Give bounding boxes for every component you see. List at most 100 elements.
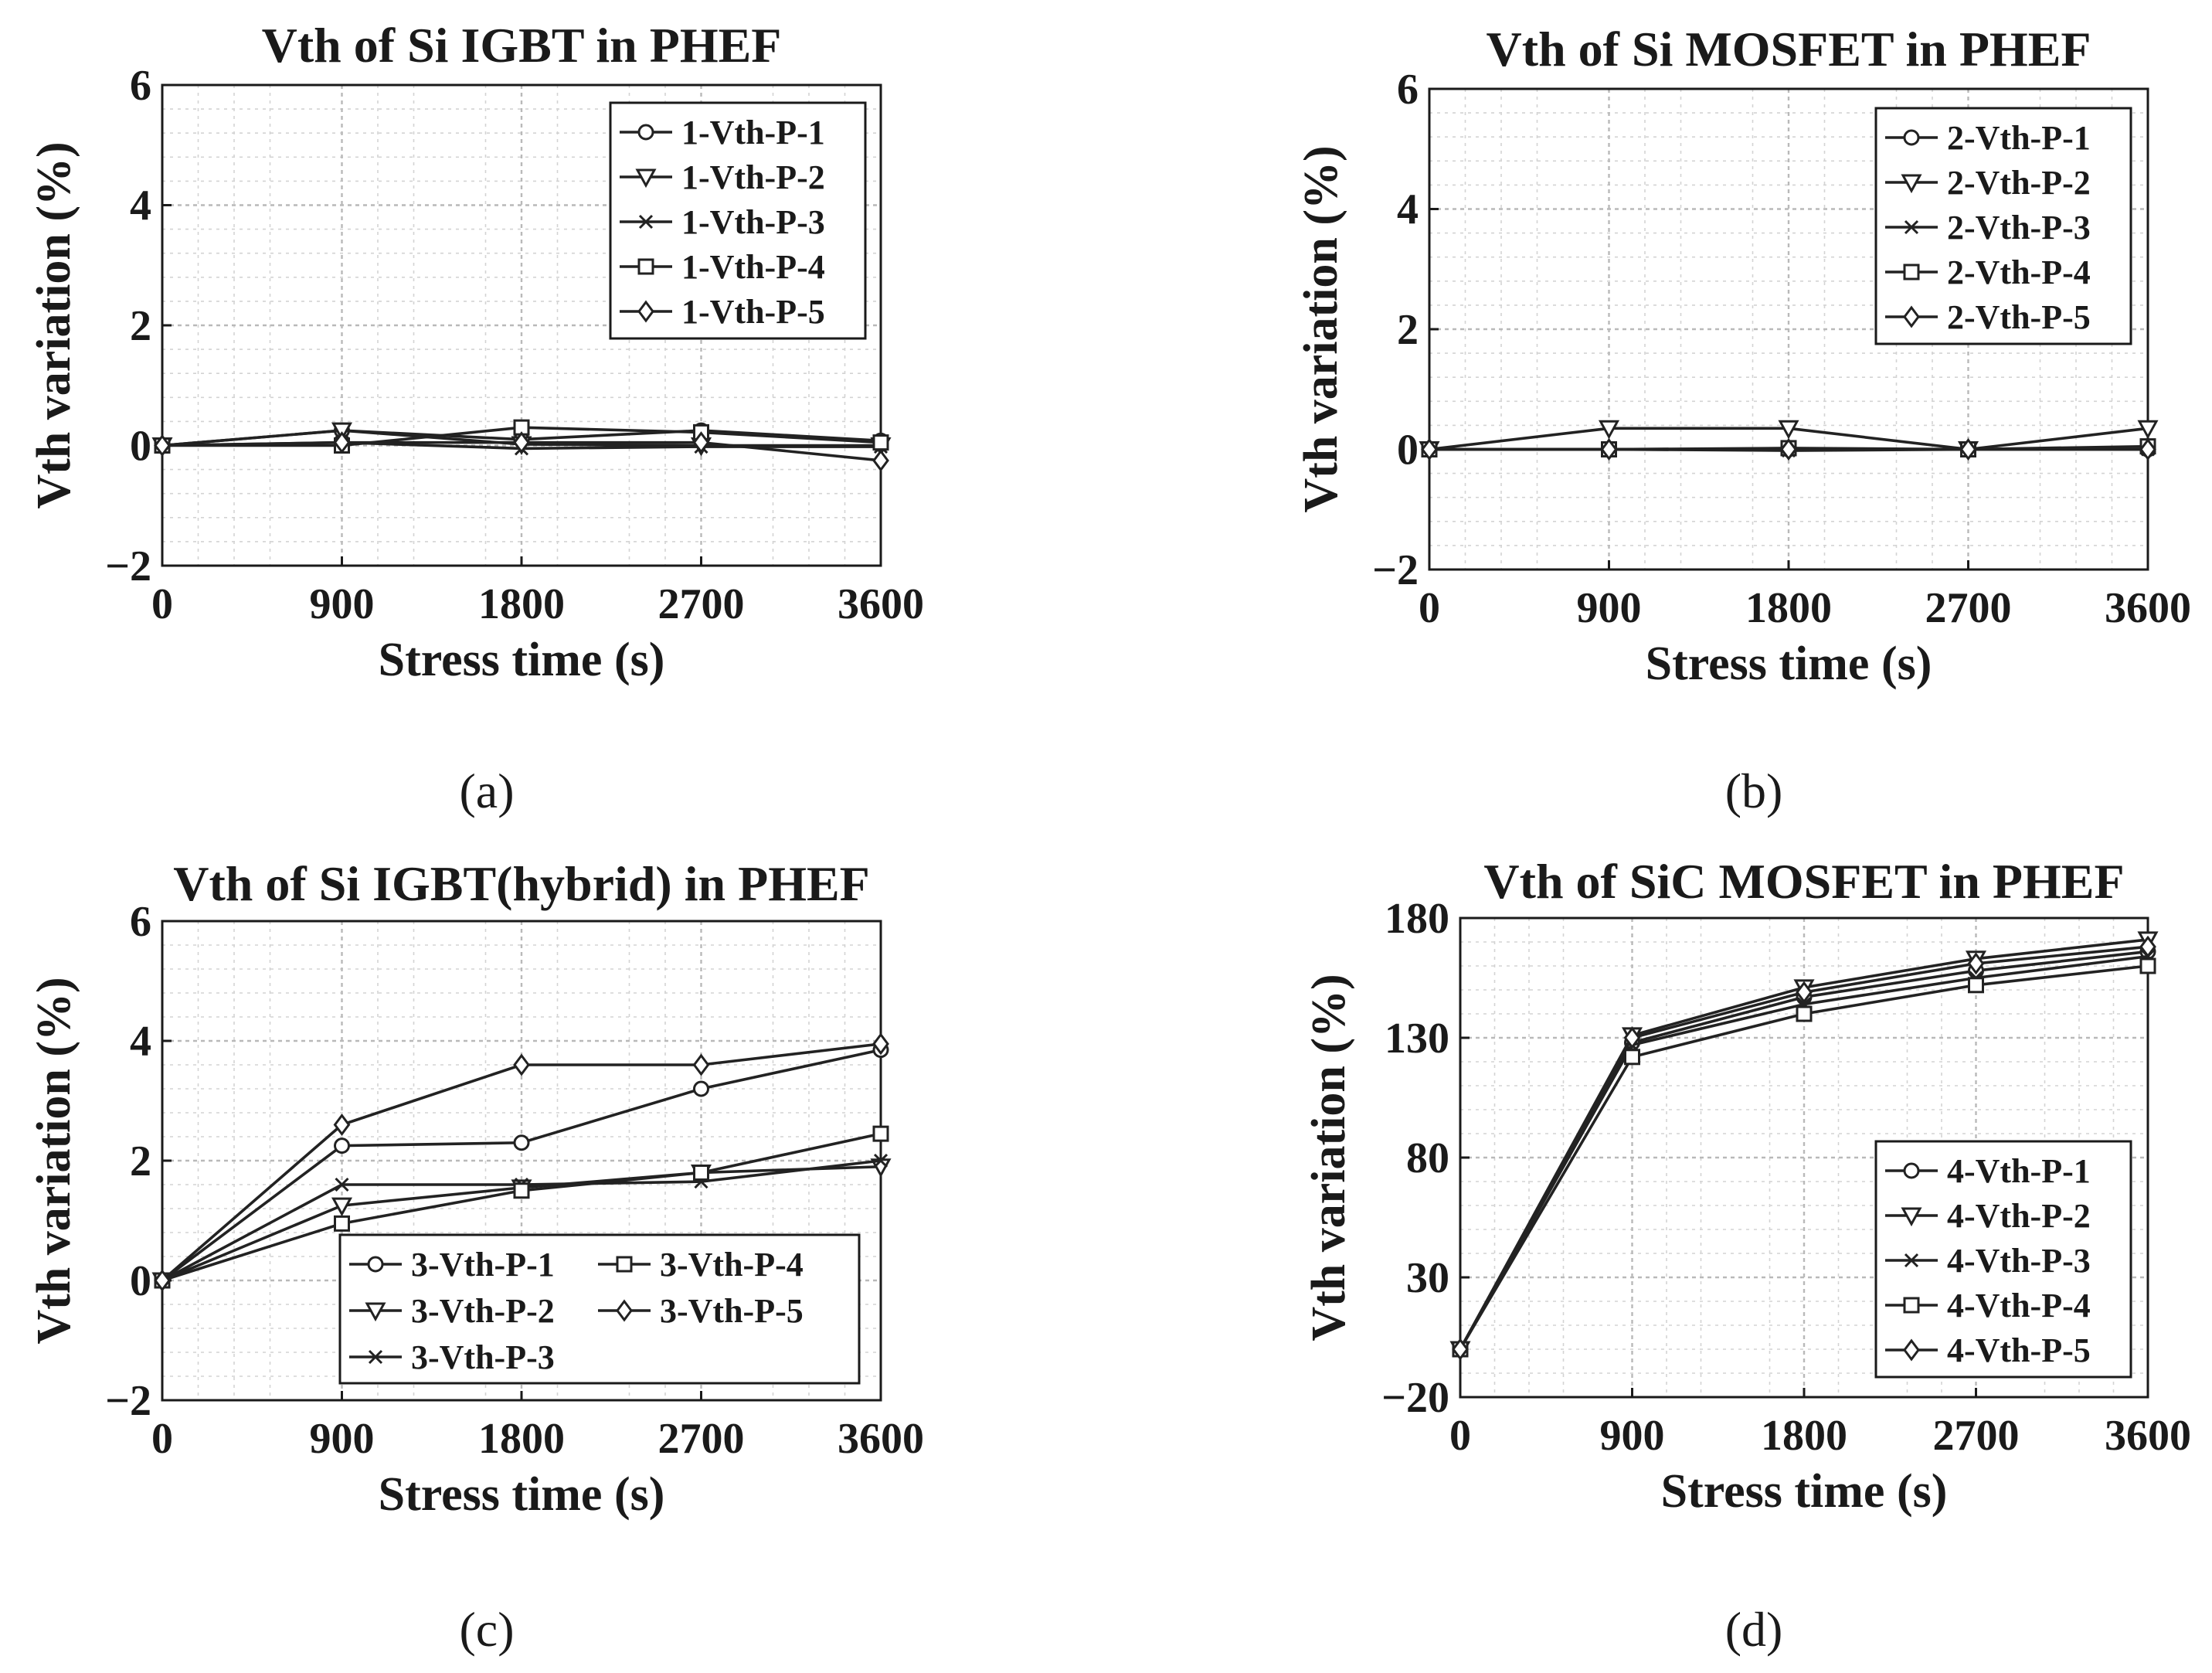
- y-axis-label: Vth variation (%): [28, 977, 80, 1344]
- legend-entry: 3-Vth-P-4: [598, 1246, 804, 1284]
- data-point: [1959, 438, 1977, 461]
- x-tick-label: 900: [310, 580, 375, 628]
- legend-entry: 2-Vth-P-5: [1885, 298, 2091, 336]
- data-point: [872, 1125, 889, 1142]
- x-tick-label: 3600: [838, 580, 924, 628]
- y-tick-label: 6: [1397, 66, 1419, 114]
- series-1-Vth-P-5: [154, 431, 889, 472]
- panel-caption: (c): [459, 1602, 514, 1657]
- legend-label: 4-Vth-P-2: [1947, 1197, 2091, 1235]
- x-tick-label: 900: [310, 1415, 375, 1463]
- legend-label: 1-Vth-P-5: [681, 293, 825, 331]
- data-point: [334, 1215, 350, 1232]
- x-tick-label: 0: [1449, 1412, 1471, 1460]
- data-point: [334, 1137, 350, 1154]
- series-3-Vth-P-5: [154, 1032, 889, 1292]
- x-axis-label: Stress time (s): [1661, 1465, 1948, 1518]
- data-point: [1968, 977, 1984, 994]
- chart-title: Vth of Si IGBT in PHEF: [262, 18, 782, 73]
- x-tick-label: 2700: [658, 580, 745, 628]
- legend-label: 1-Vth-P-3: [681, 203, 825, 241]
- legend-label: 3-Vth-P-3: [411, 1338, 555, 1376]
- legend-marker: [637, 300, 654, 323]
- legend-label: 2-Vth-P-2: [1947, 164, 2091, 202]
- legend-label: 3-Vth-P-4: [660, 1246, 804, 1284]
- x-tick-label: 1800: [478, 580, 565, 628]
- legend-marker: [1904, 1253, 1919, 1268]
- legend-entry: 2-Vth-P-2: [1885, 164, 2091, 202]
- data-point: [513, 431, 530, 454]
- legend-entry: 2-Vth-P-4: [1885, 253, 2091, 291]
- legend-entry: 3-Vth-P-1: [349, 1246, 555, 1284]
- x-axis-label: Stress time (s): [379, 634, 665, 686]
- data-point: [2139, 935, 2156, 958]
- legend-box: [338, 1233, 861, 1385]
- x-axis-label: Stress time (s): [1646, 638, 1932, 690]
- legend-marker: [367, 1256, 384, 1273]
- data-point: [872, 1032, 889, 1056]
- data-point: [1967, 952, 1985, 975]
- legend-marker: [1903, 1297, 1920, 1314]
- series-2-Vth-P-5: [1421, 438, 2156, 461]
- legend-label: 2-Vth-P-3: [1947, 209, 2091, 247]
- legend: 4-Vth-P-1 4-Vth-P-2 4-Vth-P-3 4-Vth-P-4 4-Vt…: [1874, 1140, 2132, 1379]
- legend-marker: [616, 1299, 633, 1322]
- y-axis-label: Vth variation (%): [1295, 145, 1347, 512]
- x-tick-label: 900: [1577, 584, 1642, 632]
- y-tick-label: 130: [1385, 1015, 1449, 1063]
- data-point: [872, 434, 889, 451]
- data-point: [154, 1269, 171, 1292]
- data-point: [333, 431, 351, 454]
- chart-panel-d: 0 900 1800 2700 3600 −20 30 80 130 180 Vth of SiC …: [1303, 854, 2191, 1657]
- data-point: [1598, 420, 1620, 440]
- chart-title: Vth of Si IGBT(hybrid) in PHEF: [173, 856, 870, 911]
- legend-marker: [1903, 1338, 1920, 1362]
- x-tick-label: 0: [151, 1415, 173, 1463]
- legend-marker: [1901, 1207, 1922, 1227]
- y-tick-label: −2: [1372, 546, 1419, 594]
- data-point: [2139, 438, 2156, 461]
- x-tick-label: 900: [1600, 1412, 1665, 1460]
- legend-label: 3-Vth-P-1: [411, 1246, 555, 1284]
- legend-marker: [638, 214, 654, 230]
- data-point: [692, 1053, 710, 1076]
- data-point: [513, 1182, 530, 1199]
- legend-entry: 1-Vth-P-3: [620, 203, 825, 241]
- legend-entry: 3-Vth-P-5: [598, 1292, 804, 1330]
- y-tick-label: 6: [130, 62, 151, 110]
- legend-marker: [1901, 174, 1922, 194]
- legend-marker: [637, 124, 654, 141]
- x-tick-label: 2700: [658, 1415, 745, 1463]
- data-point: [693, 1080, 709, 1097]
- x-tick-label: 1800: [478, 1415, 565, 1463]
- data-point: [693, 1165, 709, 1181]
- x-tick-label: 3600: [838, 1415, 924, 1463]
- panel-caption: (b): [1725, 763, 1783, 818]
- y-tick-label: 0: [1397, 427, 1419, 474]
- legend-marker: [1903, 264, 1920, 281]
- data-point: [692, 431, 710, 454]
- data-point: [2139, 957, 2156, 974]
- x-tick-label: 2700: [1925, 584, 2012, 632]
- y-tick-label: 80: [1406, 1134, 1449, 1182]
- legend-marker: [365, 1302, 386, 1322]
- y-tick-label: −20: [1381, 1374, 1449, 1422]
- data-point: [331, 1197, 353, 1217]
- legend: 1-Vth-P-1 1-Vth-P-2 1-Vth-P-3 1-Vth-P-4 1-Vt…: [609, 101, 867, 340]
- legend-entry: 1-Vth-P-2: [620, 158, 825, 196]
- data-point: [1778, 420, 1799, 440]
- legend-label: 4-Vth-P-4: [1947, 1287, 2091, 1324]
- data-point: [873, 1153, 889, 1168]
- y-tick-label: 6: [130, 898, 151, 946]
- legend-label: 1-Vth-P-2: [681, 158, 825, 196]
- x-tick-label: 3600: [2105, 584, 2191, 632]
- panel-caption: (a): [459, 763, 514, 818]
- legend-label: 4-Vth-P-3: [1947, 1242, 2091, 1280]
- legend-label: 2-Vth-P-1: [1947, 119, 2091, 157]
- legend-label: 4-Vth-P-5: [1947, 1331, 2091, 1369]
- legend-label: 4-Vth-P-1: [1947, 1152, 2091, 1190]
- legend-entry: 3-Vth-P-3: [349, 1338, 555, 1376]
